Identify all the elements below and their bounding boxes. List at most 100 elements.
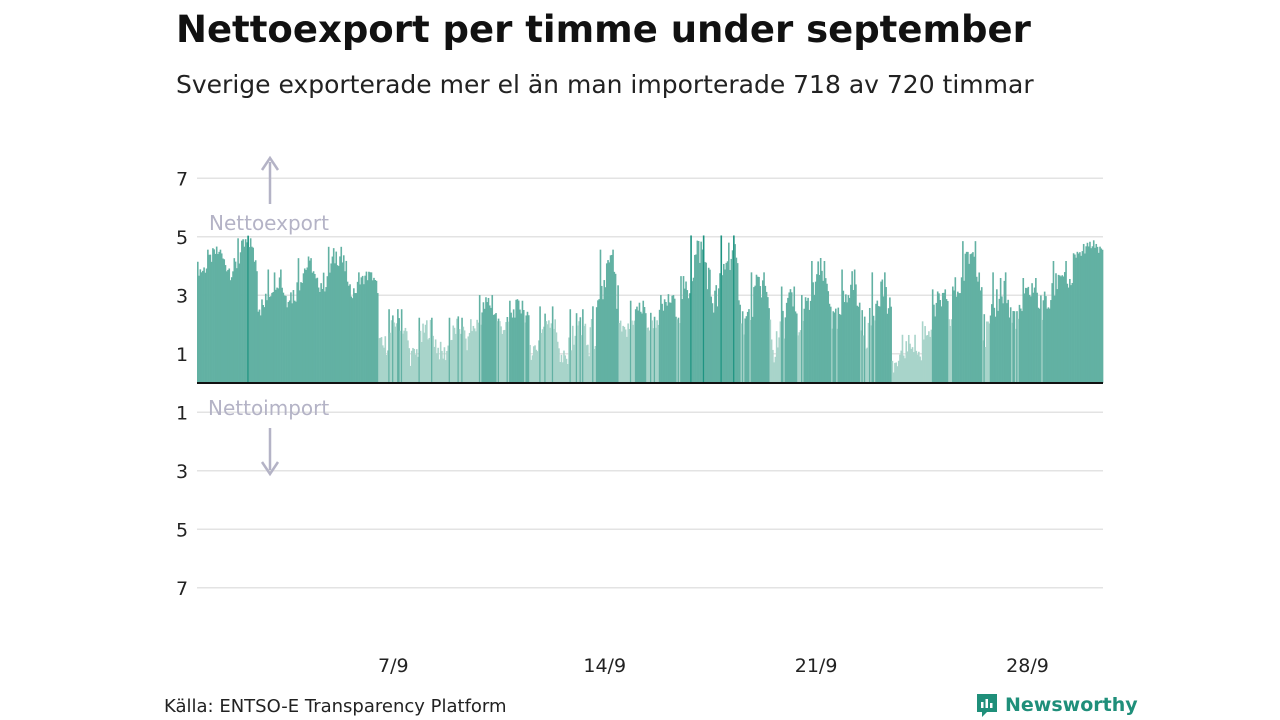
hour-bar (441, 350, 443, 383)
hour-bar (444, 360, 447, 383)
hour-bar (496, 321, 499, 383)
hour-bar (220, 253, 223, 383)
hour-bar (1033, 287, 1036, 383)
hour-bar (361, 275, 364, 383)
brand-name: Newsworthy (1005, 694, 1138, 716)
hour-bar (210, 261, 213, 383)
hour-bar (774, 356, 777, 383)
hour-bar (232, 271, 234, 383)
hour-bar (599, 249, 602, 383)
hour-bar (254, 260, 257, 383)
hour-bar (359, 284, 361, 383)
hour-bar (907, 334, 910, 383)
hour-bar (960, 277, 963, 383)
hour-bar (763, 272, 765, 383)
hour-bar (505, 322, 507, 383)
hour-bar (456, 318, 458, 383)
hour-bar (831, 328, 833, 383)
hour-bar (1048, 308, 1051, 383)
hour-bar (897, 360, 900, 383)
hour-bar (736, 263, 739, 383)
y-tick-label: 1 (176, 344, 188, 366)
hour-bar (814, 281, 817, 383)
hour-bar (848, 297, 851, 383)
hour-bar (217, 254, 219, 383)
hour-bar (905, 341, 908, 383)
hour-bar (213, 249, 215, 383)
hour-bar (699, 262, 701, 383)
hour-bar (970, 253, 973, 383)
hour-bar (842, 290, 845, 383)
hour-bar (756, 276, 759, 383)
hour-bar (236, 268, 238, 383)
hour-bar (253, 261, 256, 383)
hour-bar (660, 295, 662, 383)
hour-bar (330, 263, 332, 383)
hour-bar (808, 309, 811, 383)
hour-bar (711, 303, 714, 383)
hour-bar (983, 314, 986, 383)
hour-bar (954, 277, 957, 383)
hour-bar (205, 268, 208, 383)
y-tick-label: 1 (176, 402, 188, 424)
hour-bar (789, 289, 792, 383)
hour-bar (647, 327, 650, 383)
hour-bar (579, 317, 582, 383)
hour-bar (683, 288, 686, 383)
hour-bar (1101, 249, 1104, 383)
hour-bar (1060, 276, 1062, 383)
hour-bar (325, 287, 327, 383)
hour-bar (470, 319, 472, 383)
hour-bar (915, 350, 918, 383)
hour-bar (670, 302, 672, 383)
hour-bar (661, 303, 663, 383)
hour-bar (671, 295, 673, 383)
newsworthy-logo[interactable]: Newsworthy (975, 692, 1138, 718)
hour-bar (278, 277, 281, 383)
hour-bar (1094, 247, 1096, 383)
hour-bar (334, 263, 336, 383)
hour-bar (769, 319, 772, 383)
hour-bar (375, 280, 378, 383)
hour-bar (605, 263, 608, 383)
hour-bar (300, 282, 302, 383)
hour-bar (969, 254, 972, 383)
hour-bar (676, 319, 679, 383)
hour-bar (522, 309, 525, 383)
hour-bar (457, 316, 460, 383)
hour-bar (471, 331, 473, 383)
hour-bar (322, 272, 325, 383)
hour-bar (920, 360, 923, 383)
hour-bar (303, 268, 306, 383)
hour-bar (910, 348, 913, 383)
hour-bar (1051, 283, 1054, 383)
hour-bar (738, 300, 740, 383)
hour-bar (500, 326, 502, 383)
hour-bar (275, 289, 277, 383)
hour-bar (324, 291, 326, 383)
hourly-net-export-chart: 7 5 3 1 1 3 5 7 7/9 14/9 21/9 28/9 Nettoexport Net… (176, 155, 1104, 677)
hour-bar (286, 307, 288, 383)
chart-subtitle: Sverige exporterade mer el än man import… (176, 70, 1034, 99)
hour-bar (481, 312, 483, 383)
export-direction-marker: Nettoexport (209, 155, 329, 235)
hour-bar (466, 350, 468, 383)
hour-bar (852, 290, 855, 383)
hour-bar (993, 307, 996, 383)
hour-bar (321, 288, 324, 383)
hour-bar (490, 307, 492, 383)
hour-bar (541, 329, 544, 383)
hour-bar (945, 299, 948, 383)
hour-bar (315, 278, 317, 383)
hour-bar (721, 275, 724, 383)
hour-bar (269, 296, 272, 383)
hour-bar (429, 319, 432, 383)
hour-bar (653, 316, 656, 383)
hour-bar (509, 300, 511, 383)
hour-bar (710, 296, 713, 383)
hour-bar (748, 309, 750, 383)
hour-bar (714, 290, 716, 383)
hour-bar (273, 272, 276, 383)
hour-bar (575, 313, 578, 383)
hour-bar (862, 335, 865, 383)
